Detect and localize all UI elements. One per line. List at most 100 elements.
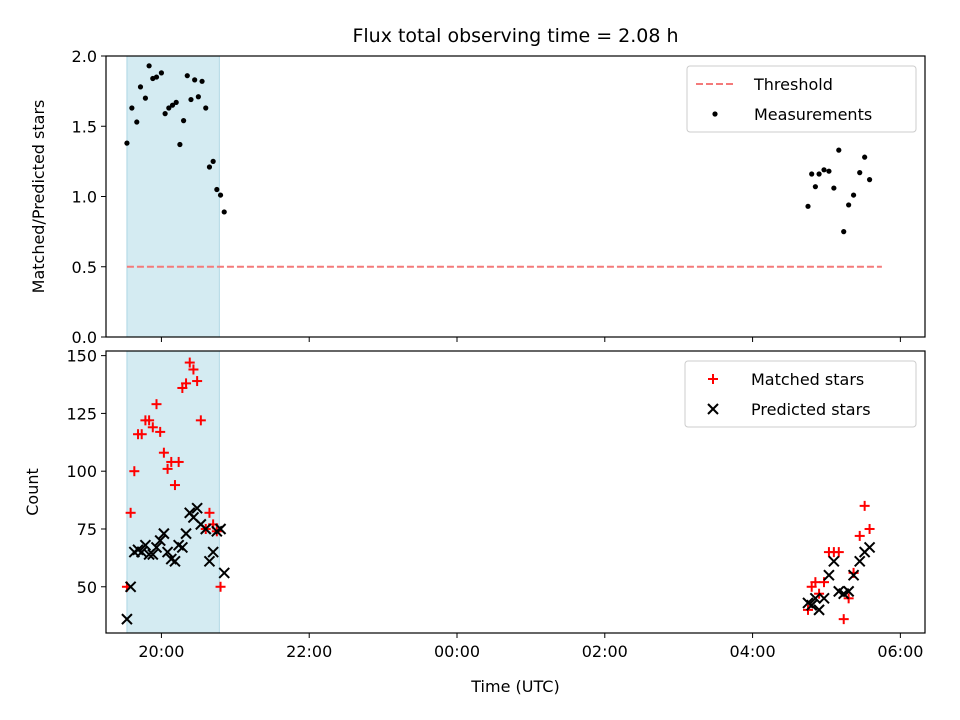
legend-label: Matched stars <box>751 370 864 389</box>
data-point <box>176 541 189 554</box>
data-point <box>177 141 183 148</box>
legend-label: Threshold <box>753 75 833 94</box>
data-point <box>862 154 868 160</box>
x-tick-label: 00:00 <box>434 642 480 661</box>
x-tick-label: 20:00 <box>138 642 184 661</box>
data-point <box>850 192 857 198</box>
data-point <box>151 399 162 410</box>
data-point <box>184 357 195 368</box>
data-point <box>203 555 216 568</box>
data-point <box>838 614 849 625</box>
data-point <box>166 105 172 111</box>
data-point <box>813 604 825 616</box>
data-point <box>192 376 203 387</box>
data-point <box>217 192 224 198</box>
data-point <box>173 99 179 105</box>
data-point <box>191 502 203 514</box>
data-point <box>833 547 844 558</box>
data-point <box>203 105 209 111</box>
legend-x-b <box>707 403 719 415</box>
data-point <box>184 73 190 79</box>
x-b <box>833 585 845 598</box>
x-b <box>854 555 866 568</box>
y-tick-label: 150 <box>66 347 97 366</box>
data-point <box>828 555 840 568</box>
data-point <box>158 70 165 76</box>
data-point <box>195 94 201 100</box>
data-point <box>195 415 206 426</box>
x-b <box>828 555 840 568</box>
bottom-panel: 50 75 100 125 150 20:00 22:00 00:00 02:00 04:00 06… <box>23 347 926 661</box>
data-point <box>188 96 194 103</box>
legend: Matched stars Predicted stars <box>684 360 917 428</box>
data-point <box>841 229 847 235</box>
data-point <box>158 447 169 458</box>
data-point <box>139 539 152 551</box>
y-tick-label: 2.0 <box>72 47 97 66</box>
x-b <box>154 534 166 547</box>
data-point <box>129 466 140 477</box>
data-point <box>158 527 170 540</box>
legend: Threshold Measurements <box>686 65 917 133</box>
data-point <box>188 364 199 375</box>
data-point <box>181 378 192 389</box>
data-point <box>859 500 870 511</box>
data-point <box>204 507 215 518</box>
data-point <box>805 203 811 209</box>
data-point <box>210 158 216 164</box>
x-b <box>818 592 830 605</box>
data-point <box>162 111 168 117</box>
data-point <box>180 118 187 124</box>
data-point <box>864 523 875 534</box>
data-point <box>214 186 220 193</box>
data-point <box>134 119 140 125</box>
data-point <box>214 523 227 535</box>
x-tick-label: 02:00 <box>582 642 628 661</box>
data-point <box>147 548 159 561</box>
data-point <box>207 546 219 558</box>
x-tick-label: 04:00 <box>730 642 776 661</box>
legend-box <box>684 360 917 428</box>
x-b <box>169 555 181 568</box>
y-tick-label: 1.5 <box>72 117 97 136</box>
data-point <box>809 171 815 177</box>
x-axis-label: Time (UTC) <box>470 677 559 696</box>
data-point <box>142 95 149 101</box>
y-axis-label: Matched/Predicted stars <box>29 100 48 294</box>
data-point <box>857 170 863 176</box>
data-point <box>221 209 227 215</box>
data-point <box>200 523 212 535</box>
data-point <box>121 613 133 625</box>
legend-label: Measurements <box>754 105 872 124</box>
legend-label: Predicted stars <box>751 400 871 419</box>
data-point <box>823 569 835 581</box>
y-tick-label: 50 <box>77 578 97 597</box>
y-tick-label: 0.5 <box>72 258 97 277</box>
data-point <box>136 546 148 558</box>
data-point <box>821 167 827 173</box>
x-b <box>176 541 189 554</box>
data-point <box>199 78 205 84</box>
x-b <box>214 523 227 535</box>
x-b <box>139 539 152 551</box>
x-b <box>180 527 192 540</box>
x-b <box>161 546 174 558</box>
x-b <box>147 548 159 561</box>
data-point <box>150 541 163 554</box>
x-b <box>187 511 200 524</box>
legend-dot-swatch <box>712 111 718 117</box>
data-point <box>125 507 136 518</box>
data-point <box>180 527 192 540</box>
data-point <box>129 105 135 111</box>
x-b <box>218 567 230 579</box>
shaded-interval <box>126 55 220 338</box>
axes-frame <box>105 350 926 634</box>
data-point <box>846 202 852 208</box>
top-panel: 0.0 0.5 1.0 1.5 2.0 Matched/Predicted stars Th… <box>29 47 926 347</box>
x-b <box>121 613 133 625</box>
y-tick-label: 125 <box>66 404 97 423</box>
data-point <box>161 546 174 558</box>
x-b <box>191 502 203 514</box>
x-tick-label: 22:00 <box>286 642 332 661</box>
y-tick-label: 75 <box>77 520 97 539</box>
